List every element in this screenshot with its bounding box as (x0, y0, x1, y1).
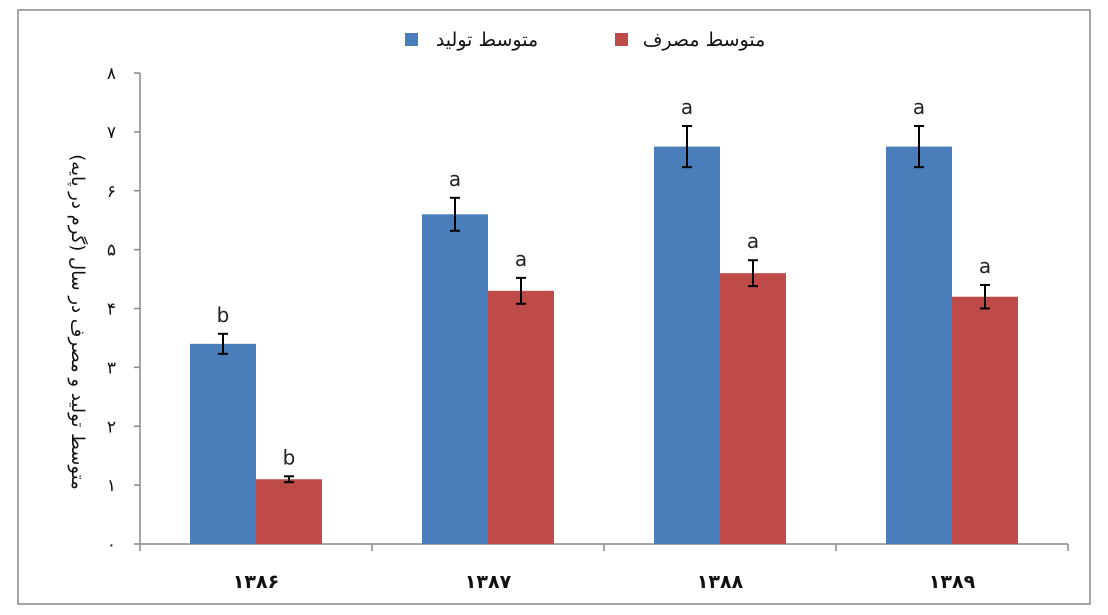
significance-letter-production: a (913, 95, 925, 119)
y-tick-label: ۱ (107, 476, 116, 496)
y-axis-title: متوسط تولید و مصرف در سال (گرم در پایه) (67, 154, 89, 489)
significance-letters: b b a a a a a a (217, 95, 991, 469)
x-tick-label: ۱۳۸۶ (233, 571, 279, 593)
legend-label-consumption: متوسط مصرف (643, 29, 766, 51)
y-tick-label: ۸ (107, 64, 116, 84)
significance-letter-consumption: a (979, 254, 991, 278)
bar-production (190, 343, 256, 544)
x-tick-label: ۱۳۸۸ (697, 571, 744, 593)
y-tick-label: ۲ (107, 417, 116, 437)
bar-consumption (488, 290, 554, 544)
y-tick-label: ۵ (107, 241, 116, 261)
bars (190, 146, 1018, 545)
legend-label-production: متوسط تولید (436, 29, 538, 51)
bar-consumption (720, 273, 786, 544)
bar-consumption (256, 479, 322, 544)
y-axis: ۰ ۱ ۲ ۳ ۴ ۵ ۶ ۷ ۸ (107, 64, 141, 555)
bar-production (886, 146, 952, 544)
bar-consumption (952, 296, 1018, 544)
legend: متوسط تولید متوسط مصرف (405, 29, 765, 51)
y-tick-label: ۰ (107, 535, 116, 555)
significance-letter-consumption: b (283, 445, 296, 469)
legend-swatch-production (405, 33, 418, 46)
significance-letter-production: b (217, 303, 230, 327)
significance-letter-consumption: a (515, 247, 527, 271)
y-tick-label: ۶ (107, 182, 116, 202)
significance-letter-consumption: a (747, 229, 759, 253)
bar-production (654, 146, 720, 544)
error-bars (218, 124, 990, 484)
y-tick-label: ۳ (107, 358, 116, 378)
legend-swatch-consumption (615, 33, 628, 46)
significance-letter-production: a (449, 167, 461, 191)
y-tick-label: ۷ (107, 123, 116, 143)
significance-letter-production: a (681, 95, 693, 119)
y-tick-label: ۴ (107, 300, 116, 320)
x-tick-label: ۱۳۸۹ (929, 571, 976, 593)
x-tick-label: ۱۳۸۷ (465, 571, 512, 593)
bar-production (422, 214, 488, 545)
